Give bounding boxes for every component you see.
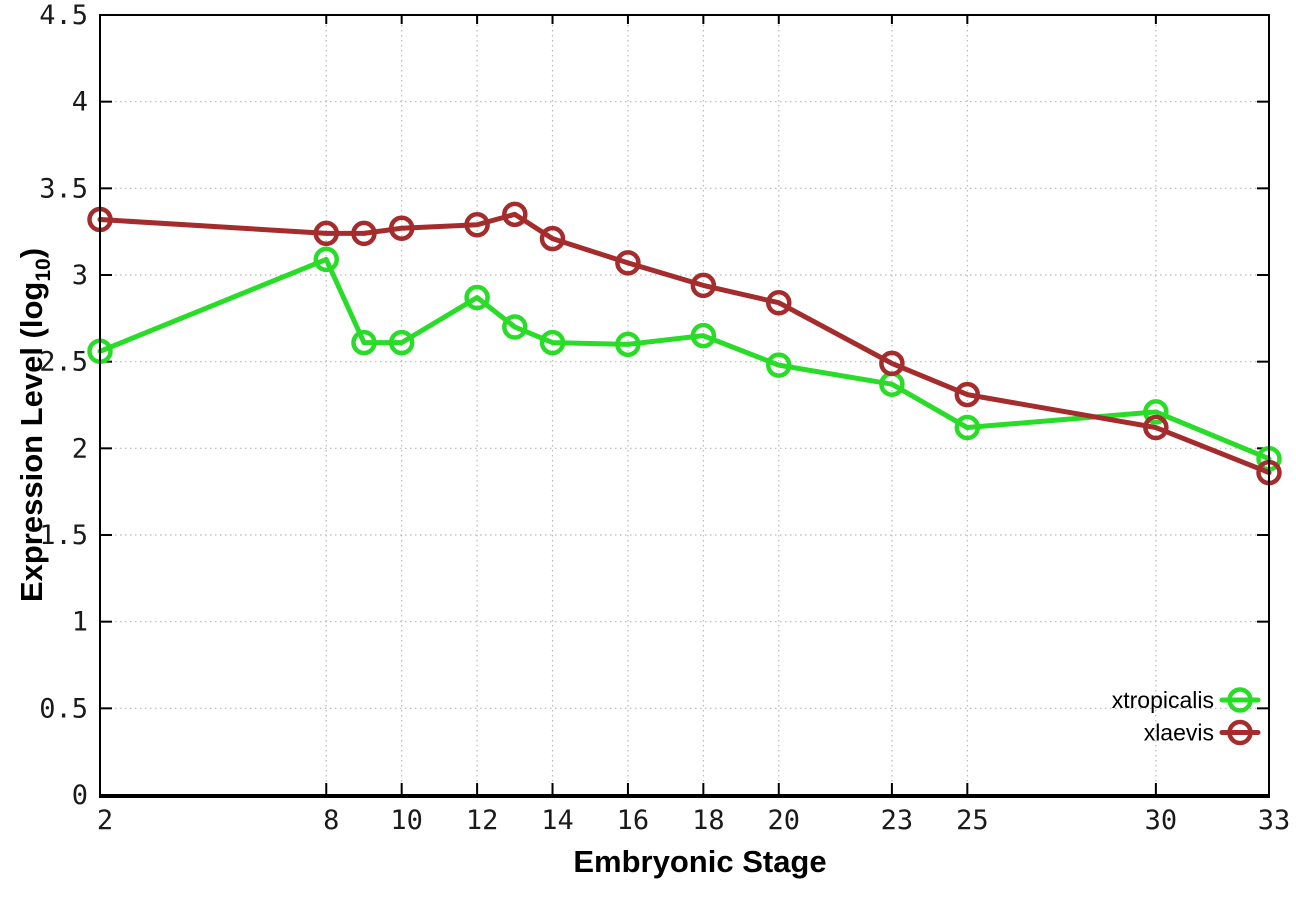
y-tick-label: 2.5	[39, 347, 88, 378]
x-axis-title: Embryonic Stage	[573, 844, 826, 879]
data-point-xlaevis	[502, 201, 528, 228]
y-tick-label: 4.5	[39, 0, 88, 31]
data-point-xlaevis	[313, 220, 340, 247]
label-layer: 2 8 10 12 14 16 18 20 23 25 30 33 0 0.5 1 1.5 2 2.5 3 3.5 4 4…	[39, 0, 1290, 836]
data-point-xlaevis	[1143, 414, 1169, 441]
y-tick-label: 0	[72, 780, 88, 811]
data-point-xlaevis	[539, 225, 566, 252]
data-point-xtropicalis	[388, 329, 415, 356]
x-tick-label: 14	[541, 805, 574, 836]
x-tick-label: 8	[323, 805, 339, 836]
data-point-xtropicalis	[954, 414, 981, 441]
data-point-xlaevis	[879, 350, 905, 377]
x-tick-label: 18	[692, 805, 725, 836]
data-point-xtropicalis	[766, 352, 792, 378]
y-axis-title-main: Expression Level (log	[14, 282, 49, 602]
data-point-xtropicalis	[690, 322, 717, 349]
legend-item-xtropicalis: xtropicalis	[1112, 687, 1261, 713]
data-point-xlaevis	[690, 272, 717, 299]
x-tick-label: 2	[97, 805, 113, 836]
data-point-xtropicalis	[615, 331, 641, 358]
data-point-xlaevis	[388, 215, 415, 241]
grid-layer	[100, 15, 1269, 795]
series-xlaevis	[87, 201, 1282, 486]
data-point-xtropicalis	[351, 329, 377, 356]
data-point-xtropicalis	[313, 246, 340, 273]
data-point-xlaevis	[351, 220, 377, 247]
legend-label: xlaevis	[1144, 720, 1214, 746]
y-tick-label: 3.5	[39, 173, 88, 204]
legend: xtropicalis xlaevis	[1112, 687, 1261, 746]
y-axis-title-subscript: 10	[32, 258, 55, 281]
y-tick-label: 1	[72, 607, 88, 638]
x-tick-label: 12	[466, 805, 499, 836]
y-tick-label: 0.5	[39, 693, 88, 724]
legend-label: xtropicalis	[1112, 687, 1214, 713]
plot-border	[99, 14, 1270, 796]
y-tick-label: 3	[72, 260, 88, 291]
y-axis-title-close: )	[14, 248, 49, 258]
series-line-xtropicalis	[97, 256, 1272, 462]
legend-marker-circle	[1227, 719, 1253, 746]
x-tick-label: 23	[881, 805, 914, 836]
data-point-xtropicalis	[464, 284, 490, 311]
y-axis-title: Expression Level (log10)	[14, 248, 55, 602]
data-point-xtropicalis	[1143, 399, 1169, 425]
series-layer	[87, 201, 1282, 486]
y-tick-label: 4	[72, 87, 88, 118]
border-layer	[99, 14, 1270, 798]
series-line-xlaevis	[97, 211, 1272, 476]
data-point-xtropicalis	[539, 329, 566, 356]
x-tick-label: 10	[390, 805, 423, 836]
legend-marker-circle	[1227, 687, 1253, 713]
y-tick-label: 2	[72, 433, 88, 464]
legend-item-xlaevis: xlaevis	[1144, 719, 1261, 746]
data-point-xlaevis	[464, 211, 490, 238]
tick-layer	[99, 14, 1270, 796]
data-point-xlaevis	[954, 381, 981, 408]
data-point-xlaevis	[615, 250, 641, 276]
data-point-xtropicalis	[502, 314, 528, 340]
x-tick-label: 25	[956, 805, 989, 836]
x-tick-label: 20	[768, 805, 801, 836]
x-tick-label: 16	[617, 805, 650, 836]
x-tick-label: 30	[1145, 805, 1178, 836]
y-tick-label: 1.5	[39, 520, 88, 551]
x-tick-label: 33	[1258, 805, 1291, 836]
data-point-xlaevis	[766, 289, 792, 316]
